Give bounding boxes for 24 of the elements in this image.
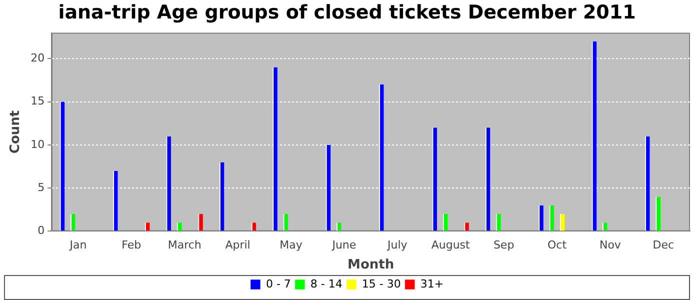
x-tick-label: March	[168, 238, 202, 252]
y-tick-label: 5	[38, 180, 45, 194]
x-tick-label: August	[431, 238, 471, 252]
x-tick-label: Feb	[122, 238, 142, 252]
y-tick-label: 15	[30, 94, 45, 108]
x-tick-label: Sep	[493, 238, 514, 252]
x-axis-title: Month	[348, 258, 394, 273]
x-tick-label: Jan	[68, 238, 87, 252]
x-tick-label: June	[331, 238, 356, 252]
legend-label: 15 - 30	[362, 277, 401, 290]
x-tick-label: Dec	[652, 238, 674, 252]
y-tick-label: 20	[30, 52, 45, 65]
legend-label: 0 - 7	[266, 277, 291, 290]
y-tick-label: 10	[30, 138, 45, 151]
x-tick-label: May	[280, 238, 303, 252]
y-tick-label: 0	[38, 224, 45, 238]
y-axis-title: Count	[8, 110, 24, 154]
x-tick-label: Nov	[599, 238, 622, 252]
legend-label: 31+	[420, 277, 444, 290]
x-tick-label: July	[386, 238, 408, 252]
x-tick-label: April	[225, 238, 250, 252]
chart-title: iana-trip Age groups of closed tickets December 2011	[58, 1, 636, 24]
x-tick-label: Oct	[547, 238, 568, 252]
legend-label: 8 - 14	[310, 277, 342, 290]
